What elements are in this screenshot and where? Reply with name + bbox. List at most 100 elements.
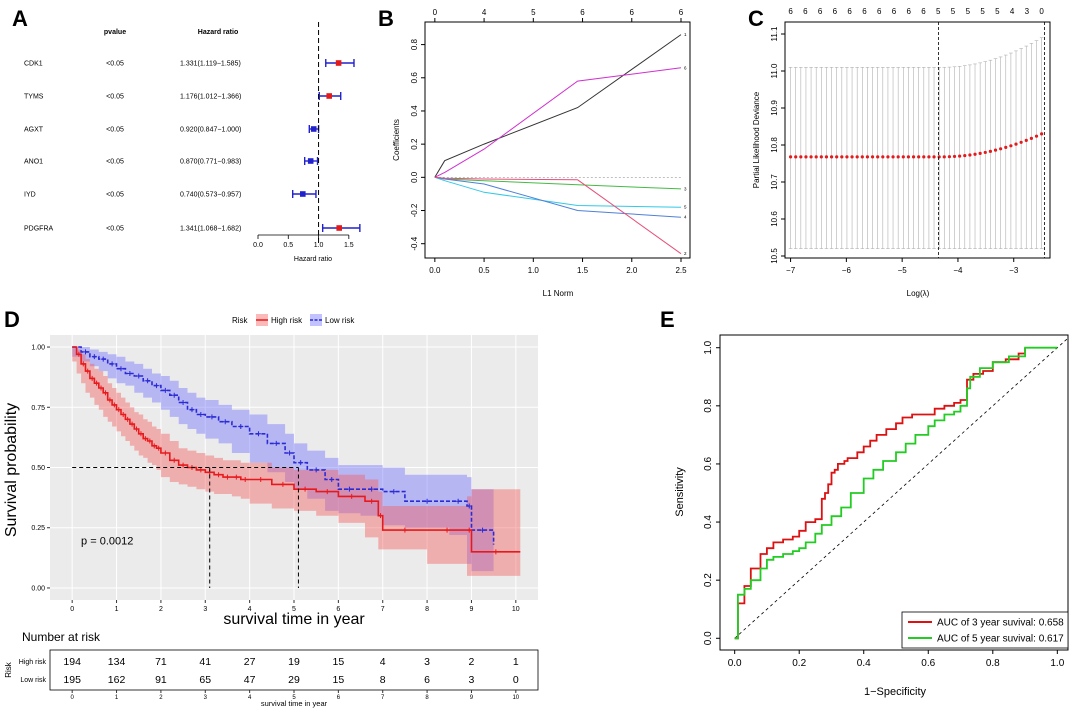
deviance-point	[794, 155, 798, 159]
x-tick-label: −6	[842, 266, 852, 275]
low-risk-censor-mark	[91, 354, 97, 360]
hazard-ratio-cell: 0.870(0.771−0.983)	[180, 159, 241, 166]
hazard-ratio-point	[310, 126, 317, 132]
high-risk-censor-mark	[116, 407, 122, 413]
hazard-ratio-cell: 0.920(0.847−1.000)	[180, 127, 241, 134]
risk-count-cell: 71	[155, 656, 167, 668]
high-risk-censor-mark	[466, 527, 472, 533]
low-risk-censor-mark	[222, 419, 228, 425]
hazard-ratio-cell: 0.740(0.573−0.957)	[180, 192, 241, 199]
risk-count-cell: 27	[244, 656, 256, 668]
x-axis-title: Hazard ratio	[294, 256, 332, 263]
panel-c-cv-deviance: −7 −6 −5 −4 −310.510.610.710.810.911.011.16 6…	[752, 7, 1051, 298]
pvalue-cell: <0.05	[106, 226, 124, 233]
high-risk-censor-mark	[80, 361, 86, 367]
x-tick-label: 7	[381, 606, 385, 613]
y-tick-label: 0.0	[703, 631, 714, 645]
panel-label-d: D	[4, 307, 20, 332]
x-tick-label: 0	[70, 606, 74, 613]
pvalue-cell: <0.05	[106, 159, 124, 166]
y-tick-label: 0.2	[703, 573, 714, 587]
deviance-point	[917, 155, 921, 159]
low-risk-censor-mark	[273, 440, 279, 446]
high-risk-censor-mark	[138, 431, 144, 437]
gene-label: CDK1	[24, 61, 43, 68]
deviance-point	[1029, 136, 1033, 140]
high-risk-censor-mark	[216, 472, 222, 478]
coefficient-path	[434, 176, 682, 208]
risk-count-cell: 6	[424, 674, 430, 686]
x-tick-label: −5	[898, 266, 908, 275]
panel-d-km-curve: p = 0.0012 0 1 2 3 4 5 6 7 8 9 10 0.00 0.25 0.50 0.75 1.…	[3, 314, 538, 628]
high-risk-censor-mark	[142, 436, 148, 442]
top-tick-label: 6	[906, 7, 911, 16]
risk-count-cell: 8	[380, 674, 386, 686]
x-tick-label: 0.0	[253, 242, 263, 249]
x-tick-label: 5	[292, 695, 296, 701]
x-tick-label: 5	[292, 606, 296, 613]
x-tick-label: 9	[470, 606, 474, 613]
risk-count-cell: 47	[244, 674, 256, 686]
hazard-ratio-point	[335, 60, 342, 66]
top-tick-label: 6	[803, 7, 808, 16]
plot-frame	[784, 21, 1051, 259]
hazard-ratio-cell: 1.341(1.068−1.682)	[180, 226, 241, 233]
top-tick-label: 6	[818, 7, 823, 16]
y-tick-label: -0.2	[410, 203, 419, 217]
low-risk-censor-mark	[287, 450, 293, 456]
top-tick-label: 5	[995, 7, 1000, 16]
high-risk-censor-mark	[280, 481, 286, 487]
y-tick-label: 1.0	[703, 340, 714, 354]
y-tick-label: 0.25	[31, 525, 45, 532]
hazard-ratio-point	[326, 93, 333, 99]
x-tick-label: 6	[336, 606, 340, 613]
x-tick-label: 2	[159, 606, 163, 613]
top-tick-label: 6	[847, 7, 852, 16]
y-tick-label: 1.00	[31, 345, 45, 352]
deviance-point	[845, 155, 849, 159]
x-tick-label: 1.0	[528, 266, 540, 275]
pvalue-cell: <0.05	[106, 94, 124, 101]
risk-count-cell: 194	[63, 656, 81, 668]
y-tick-label: 0.50	[31, 465, 45, 472]
x-tick-label: 1	[115, 606, 119, 613]
x-tick-label: 0.0	[429, 266, 441, 275]
high-risk-censor-mark	[120, 412, 126, 417]
x-tick-label: 2	[159, 695, 163, 701]
high-risk-censor-mark	[349, 493, 355, 499]
low-risk-censor-mark	[313, 467, 319, 473]
risk-count-cell: 19	[288, 656, 300, 668]
x-tick-label: 1	[115, 695, 119, 701]
x-tick-label: 1.5	[577, 266, 589, 275]
high-risk-censor-mark	[171, 457, 177, 463]
deviance-point	[942, 155, 946, 159]
high-risk-censor-mark	[444, 527, 450, 533]
high-risk-censor-mark	[198, 467, 204, 473]
risk-count-cell: 2	[469, 656, 475, 668]
top-tick-label: 3	[1025, 7, 1030, 16]
deviance-point	[788, 155, 793, 159]
deviance-point	[886, 155, 890, 159]
low-risk-censor-mark	[189, 407, 195, 413]
plot-frame	[424, 21, 691, 259]
top-tick-label: 5	[936, 7, 941, 16]
y-tick-label: 10.8	[770, 137, 779, 153]
low-risk-censor-mark	[329, 477, 335, 483]
high-risk-censor-mark	[102, 390, 108, 396]
risk-count-cell: 3	[469, 674, 475, 686]
low-risk-censor-mark	[209, 414, 215, 420]
path-label: 6	[684, 65, 687, 70]
low-risk-censor-mark	[298, 460, 304, 466]
deviance-point	[1040, 132, 1044, 136]
x-tick-label: 4	[248, 695, 252, 701]
low-risk-censor-mark	[153, 383, 159, 389]
x-tick-label: 0.0	[728, 658, 742, 669]
roc-curve-5-year	[734, 346, 1058, 640]
x-tick-label: 9	[470, 695, 474, 701]
deviance-point	[799, 155, 803, 159]
y-axis-title: Sensitivity	[674, 467, 686, 517]
x-tick-label: 8	[425, 695, 429, 701]
x-tick-label: −7	[786, 266, 796, 275]
deviance-point	[855, 155, 859, 159]
